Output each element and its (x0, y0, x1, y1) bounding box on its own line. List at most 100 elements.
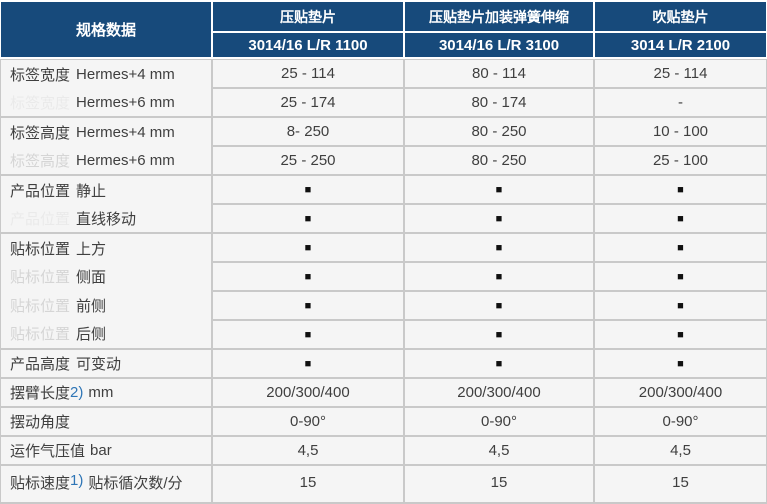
label-line: 产品位置 静止 (10, 176, 211, 204)
spec-table-header: 规格数据 压贴垫片 压贴垫片加装弹簧伸缩 吹贴垫片 3014/16 L/R 11… (1, 2, 766, 57)
value-cell: 80 - 250 (405, 147, 593, 174)
row-group-label: 运作气压值 bar (1, 437, 211, 464)
ghost-label: 产品位置 (10, 210, 71, 228)
marker-cell: ■ (595, 350, 766, 377)
marker-cell: ■ (595, 234, 766, 261)
marker-cell: ■ (213, 350, 403, 377)
value-cell: 8- 250 (213, 118, 403, 145)
marker-cell: ■ (595, 292, 766, 319)
marker-cell: ■ (405, 176, 593, 203)
ghost-label: 贴标位置 (10, 269, 71, 287)
row-sublabel: Hermes+4 mm (76, 65, 175, 83)
group-label: 摆臂长度 (10, 385, 71, 402)
value-cell: 0-90° (213, 408, 403, 435)
value-cell: - (595, 89, 766, 116)
label-line: 标签宽度 Hermes+4 mm (10, 60, 211, 88)
row-sublabel: 前侧 (76, 297, 107, 315)
value-cell: 25 - 100 (595, 147, 766, 174)
marker-cell: ■ (405, 234, 593, 261)
row-sublabel: Hermes+6 mm (76, 151, 175, 169)
ghost-label: 标签高度 (10, 152, 71, 170)
row-group-label: 贴标位置 上方 贴标位置 侧面 贴标位置 前侧 贴标位置 后侧 (1, 234, 211, 348)
product-header: 压贴垫片加装弹簧伸缩 (405, 2, 593, 31)
value-cell: 80 - 250 (405, 118, 593, 145)
value-cell: 200/300/400 (595, 379, 766, 406)
label-line: 运作气压值 bar (10, 437, 211, 464)
value-cell: 200/300/400 (405, 379, 593, 406)
spec-table-body: 标签宽度 Hermes+4 mm 标签宽度 Hermes+6 mm 25 - 114 80… (0, 59, 767, 504)
marker-cell: ■ (213, 263, 403, 290)
label-line: 产品位置 直线移动 (10, 204, 211, 232)
value-cell: 4,5 (213, 437, 403, 464)
marker-cell: ■ (213, 292, 403, 319)
marker-cell: ■ (405, 321, 593, 348)
row-sublabel: 可变动 (76, 356, 122, 373)
model-header: 3014/16 L/R 1100 (213, 33, 403, 57)
row-sublabel: Hermes+6 mm (76, 93, 175, 111)
label-line: 摆臂长度 2) mm (10, 379, 211, 406)
row-group-label: 摆臂长度 2) mm (1, 379, 211, 406)
marker-cell: ■ (595, 263, 766, 290)
value-cell: 15 (213, 466, 403, 502)
label-unit: 贴标循次数/分 (88, 475, 183, 492)
value-cell: 80 - 174 (405, 89, 593, 116)
footnote-ref: 2) (70, 384, 84, 401)
label-unit: mm (88, 384, 114, 401)
value-cell: 10 - 100 (595, 118, 766, 145)
row-group-label: 贴标速度 1) 贴标循次数/分 (1, 466, 211, 502)
marker-cell: ■ (405, 205, 593, 232)
marker-cell: ■ (213, 234, 403, 261)
model-header: 3014 L/R 2100 (595, 33, 766, 57)
value-cell: 200/300/400 (213, 379, 403, 406)
value-cell: 4,5 (595, 437, 766, 464)
row-sublabel: Hermes+4 mm (76, 123, 175, 141)
label-line: 标签宽度 Hermes+6 mm (10, 88, 211, 116)
model-header: 3014/16 L/R 3100 (405, 33, 593, 57)
label-line: 贴标位置 前侧 (10, 291, 211, 320)
product-header: 压贴垫片 (213, 2, 403, 31)
row-group-label: 产品位置 静止 产品位置 直线移动 (1, 176, 211, 232)
value-cell: 25 - 174 (213, 89, 403, 116)
value-cell: 15 (405, 466, 593, 502)
label-line: 贴标位置 上方 (10, 234, 211, 263)
ghost-label: 贴标位置 (10, 297, 71, 315)
value-cell: 0-90° (405, 408, 593, 435)
label-line: 产品高度 可变动 (10, 350, 211, 377)
group-label: 摆动角度 (10, 414, 71, 431)
ghost-label: 标签宽度 (10, 94, 71, 112)
row-group-label: 标签宽度 Hermes+4 mm 标签宽度 Hermes+6 mm (1, 60, 211, 116)
value-cell: 0-90° (595, 408, 766, 435)
value-cell: 15 (595, 466, 766, 502)
row-group-label: 产品高度 可变动 (1, 350, 211, 377)
label-line: 贴标位置 侧面 (10, 263, 211, 292)
marker-cell: ■ (595, 205, 766, 232)
row-sublabel: 后侧 (76, 326, 107, 344)
row-group-label: 摆动角度 (1, 408, 211, 435)
row-sublabel: 静止 (76, 182, 107, 200)
marker-cell: ■ (595, 176, 766, 203)
label-line: 贴标位置 后侧 (10, 320, 211, 349)
label-unit: bar (90, 442, 112, 459)
label-line: 摆动角度 (10, 408, 211, 435)
value-cell: 25 - 114 (595, 60, 766, 87)
row-sublabel: 直线移动 (76, 210, 137, 228)
group-label: 产品高度 (10, 356, 71, 373)
row-group-label: 标签高度 Hermes+4 mm 标签高度 Hermes+6 mm (1, 118, 211, 174)
marker-cell: ■ (213, 205, 403, 232)
ghost-label: 贴标位置 (10, 326, 71, 344)
group-label: 贴标位置 (10, 240, 71, 258)
spec-data-header: 规格数据 (1, 2, 211, 57)
row-sublabel: 上方 (76, 240, 107, 258)
label-line: 标签高度 Hermes+6 mm (10, 146, 211, 174)
marker-cell: ■ (405, 350, 593, 377)
group-label: 标签高度 (10, 124, 71, 142)
group-label: 贴标速度 (10, 475, 71, 492)
group-label: 标签宽度 (10, 66, 71, 84)
value-cell: 4,5 (405, 437, 593, 464)
row-sublabel: 侧面 (76, 269, 107, 287)
value-cell: 80 - 114 (405, 60, 593, 87)
group-label: 运作气压值 (10, 443, 86, 460)
value-cell: 25 - 250 (213, 147, 403, 174)
product-header: 吹贴垫片 (595, 2, 766, 31)
